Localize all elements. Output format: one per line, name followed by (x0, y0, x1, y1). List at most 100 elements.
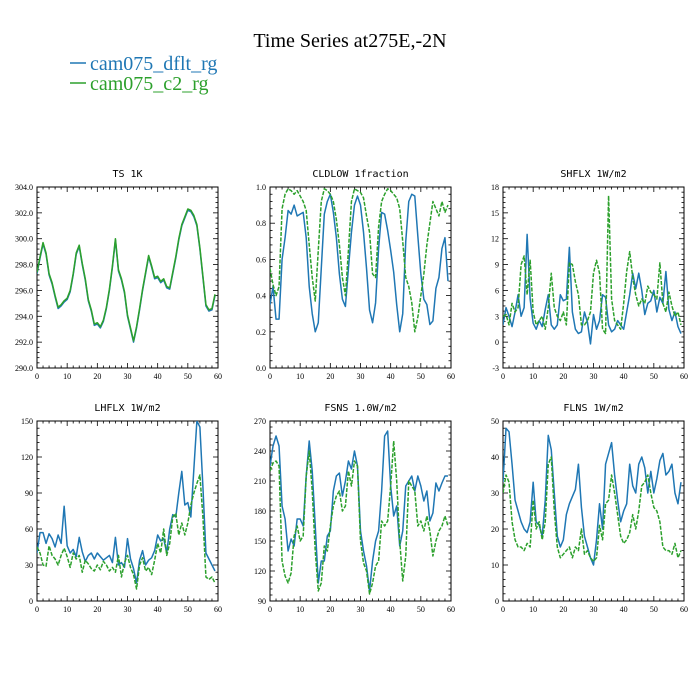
y-tick-label: 0.4 (256, 292, 266, 301)
x-tick-label: 10 (63, 605, 71, 614)
y-tick-label: 180 (254, 507, 266, 516)
y-tick-label: 6 (495, 286, 499, 295)
panel-1: CLDLOW 1fraction 0 10 20 30 40 50 60 0.0 0.2 0.4 0.… (256, 169, 455, 381)
series-line-c2 (37, 474, 216, 590)
y-tick-label: 150 (21, 417, 33, 426)
figure-legend: cam075_dflt_rg cam075_c2_rg (70, 53, 217, 95)
x-tick-label: 50 (650, 605, 658, 614)
y-tick-label: 210 (254, 477, 266, 486)
y-tick-label: 240 (254, 447, 266, 456)
panel-title: FLNS 1W/m2 (563, 403, 623, 414)
y-tick-label: 60 (25, 525, 33, 534)
x-tick-label: 40 (620, 372, 628, 381)
plot-frame (36, 186, 219, 369)
y-tick-label: 298.0 (15, 261, 33, 270)
y-tick-label: 120 (21, 453, 33, 462)
x-tick-label: 20 (326, 372, 334, 381)
x-tick-label: 0 (501, 605, 505, 614)
y-tick-label: 300.0 (15, 235, 33, 244)
x-tick-label: 60 (214, 605, 222, 614)
y-tick-label: 302.0 (15, 209, 33, 218)
y-tick-label: 0 (29, 597, 33, 606)
y-tick-label: 1.0 (256, 183, 266, 192)
x-tick-label: 10 (63, 372, 71, 381)
x-tick-label: 0 (501, 372, 505, 381)
series-line-c2 (503, 456, 682, 563)
panel-title: SHFLX 1W/m2 (560, 169, 626, 180)
panel-4: FSNS 1.0W/m2 0 10 20 30 40 50 60 90 120 150 180 210 2… (254, 403, 455, 614)
legend-label-c2: cam075_c2_rg (90, 73, 209, 95)
y-tick-label: 0 (495, 597, 499, 606)
x-tick-label: 20 (559, 372, 567, 381)
y-tick-label: 20 (491, 525, 499, 534)
x-tick-label: 20 (559, 605, 567, 614)
y-tick-label: 294.0 (15, 312, 33, 321)
y-tick-label: 0.6 (256, 255, 266, 264)
y-tick-label: 18 (491, 183, 499, 192)
x-tick-label: 20 (93, 372, 101, 381)
x-tick-label: 30 (357, 372, 365, 381)
x-tick-label: 60 (680, 372, 688, 381)
y-tick-label: 0.0 (256, 364, 266, 373)
panels: TS 1K0 10 20 30 40 50 60290.0292.0294.0296.029… (15, 169, 688, 614)
y-tick-label: 15 (491, 209, 499, 218)
x-tick-label: 0 (35, 605, 39, 614)
x-tick-label: 30 (357, 605, 365, 614)
y-tick-label: 292.0 (15, 338, 33, 347)
y-tick-label: -3 (492, 364, 499, 373)
x-tick-label: 40 (387, 605, 395, 614)
series-line-dflt (503, 233, 682, 345)
panel-3: LHFLX 1W/m2 0 10 20 30 40 50 60 0 30 60 90 120 150 (21, 403, 222, 614)
y-tick-label: 120 (254, 567, 266, 576)
x-tick-label: 30 (590, 372, 598, 381)
x-tick-label: 40 (387, 372, 395, 381)
y-tick-label: 50 (491, 417, 499, 426)
x-tick-label: 40 (620, 605, 628, 614)
plot-frame (269, 420, 452, 602)
x-tick-label: 50 (417, 605, 425, 614)
x-tick-label: 30 (124, 372, 132, 381)
series-line-dflt (270, 193, 449, 333)
x-tick-label: 10 (529, 605, 537, 614)
y-tick-label: 40 (491, 453, 499, 462)
y-tick-label: 304.0 (15, 183, 33, 192)
y-tick-label: 9 (495, 261, 499, 270)
x-tick-label: 40 (154, 372, 162, 381)
series-line-c2 (503, 194, 682, 335)
y-tick-label: 12 (491, 235, 499, 244)
figure-title: Time Series at275E,-2N (253, 30, 446, 52)
series-line-dflt (37, 421, 216, 584)
x-tick-label: 0 (268, 372, 272, 381)
series-line-c2 (37, 208, 216, 342)
y-tick-label: 0.8 (256, 219, 266, 228)
y-tick-label: 10 (491, 561, 499, 570)
series-line-dflt (503, 427, 682, 566)
y-tick-label: 270 (254, 417, 266, 426)
y-tick-label: 90 (258, 597, 266, 606)
x-tick-label: 20 (93, 605, 101, 614)
plot-frame (502, 186, 685, 369)
y-tick-label: 150 (254, 537, 266, 546)
series-line-c2 (270, 440, 449, 595)
x-tick-label: 0 (35, 372, 39, 381)
x-tick-label: 60 (214, 372, 222, 381)
y-tick-label: 30 (25, 561, 33, 570)
x-tick-label: 60 (447, 372, 455, 381)
x-tick-label: 10 (529, 372, 537, 381)
panel-5: FLNS 1W/m2 0 10 20 30 40 50 60 0 10 20 30 40 50 (491, 403, 688, 614)
x-tick-label: 0 (268, 605, 272, 614)
x-tick-label: 20 (326, 605, 334, 614)
x-tick-label: 30 (124, 605, 132, 614)
y-tick-label: 0.2 (256, 328, 266, 337)
y-tick-label: 90 (25, 489, 33, 498)
x-tick-label: 60 (447, 605, 455, 614)
x-tick-label: 10 (296, 605, 304, 614)
y-tick-label: 296.0 (15, 286, 33, 295)
y-tick-label: 0 (495, 338, 499, 347)
panel-title: LHFLX 1W/m2 (94, 403, 160, 414)
panel-title: TS 1K (112, 169, 142, 180)
y-tick-label: 290.0 (15, 364, 33, 373)
x-tick-label: 50 (650, 372, 658, 381)
